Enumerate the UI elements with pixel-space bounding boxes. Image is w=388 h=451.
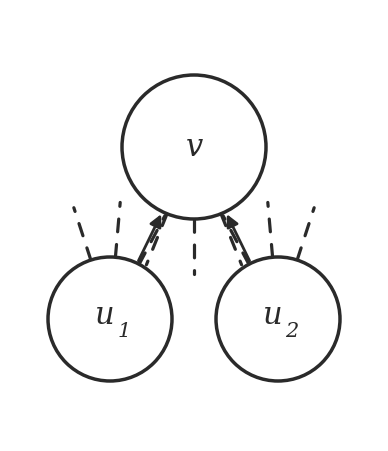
Text: 1: 1 xyxy=(118,322,131,341)
Text: u: u xyxy=(263,299,283,330)
Circle shape xyxy=(48,258,172,381)
Circle shape xyxy=(122,76,266,220)
Circle shape xyxy=(216,258,340,381)
Text: v: v xyxy=(185,132,203,163)
Text: u: u xyxy=(95,299,115,330)
Text: 2: 2 xyxy=(286,322,299,341)
